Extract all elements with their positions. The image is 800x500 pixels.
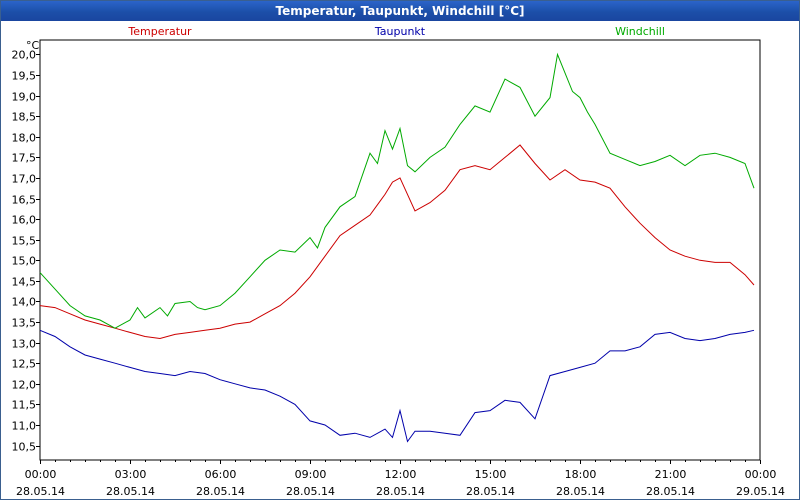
y-tick-label: 19,5	[12, 70, 37, 83]
x-tick-time: 00:00	[25, 468, 57, 481]
legend: Temperatur Taupunkt Windchill	[127, 25, 665, 38]
x-tick-date: 28.05.14	[466, 485, 515, 498]
y-tick-label: 13,5	[12, 317, 37, 330]
x-tick-date: 29.05.14	[736, 485, 785, 498]
series-lines	[39, 52, 755, 443]
axes: 10,5 11,0 11,5 12,0 12,5 13,0 13,5 14,0 14,5 15,0…	[12, 39, 785, 498]
y-tick-label: 17,5	[12, 152, 37, 165]
x-tick-time: 18:00	[565, 468, 597, 481]
x-tick-time: 21:00	[655, 468, 687, 481]
y-tick-label: 12,5	[12, 358, 37, 371]
x-tick-date: 28.05.14	[376, 485, 425, 498]
y-tick-label: 17,0	[12, 173, 37, 186]
y-tick-label: 14,0	[12, 296, 37, 309]
x-tick-time: 06:00	[205, 468, 237, 481]
y-tick-label: 15,0	[12, 255, 37, 268]
x-tick-time: 15:00	[475, 468, 507, 481]
x-tick-date: 28.05.14	[556, 485, 605, 498]
x-tick-date: 28.05.14	[16, 485, 65, 498]
series-line-taupunkt	[39, 329, 755, 443]
x-tick-date: 28.05.14	[286, 485, 335, 498]
y-tick-label: 16,5	[12, 194, 37, 207]
legend-label-temperatur: Temperatur	[127, 25, 192, 38]
x-tick-date: 28.05.14	[646, 485, 695, 498]
y-tick-label: 11,0	[12, 420, 37, 433]
y-tick-label: 15,5	[12, 235, 37, 248]
x-tick-time: 09:00	[295, 468, 327, 481]
y-tick-label: 10,5	[12, 441, 37, 454]
y-tick-label: 14,5	[12, 276, 37, 289]
y-tick-label: 20,0	[12, 49, 37, 62]
series-line-windchill	[39, 52, 755, 329]
plot-area	[39, 39, 761, 461]
y-tick-label: 12,0	[12, 379, 37, 392]
series-line-temperatur	[39, 144, 755, 340]
y-tick-label: 16,0	[12, 214, 37, 227]
x-tick-date: 28.05.14	[106, 485, 155, 498]
chart-title: Temperatur, Taupunkt, Windchill [°C]	[1, 1, 799, 21]
x-tick-time: 00:00	[745, 468, 777, 481]
legend-label-taupunkt: Taupunkt	[374, 25, 426, 38]
x-tick-time: 12:00	[385, 468, 417, 481]
y-tick-label: 19,0	[12, 91, 37, 104]
y-tick-label: 18,5	[12, 111, 37, 124]
y-tick-label: 13,0	[12, 338, 37, 351]
y-tick-label: 11,5	[12, 399, 37, 412]
x-tick-time: 03:00	[115, 468, 147, 481]
y-tick-label: 18,0	[12, 132, 37, 145]
y-axis-unit: °C	[26, 39, 40, 52]
x-tick-date: 28.05.14	[196, 485, 245, 498]
legend-label-windchill: Windchill	[615, 25, 665, 38]
